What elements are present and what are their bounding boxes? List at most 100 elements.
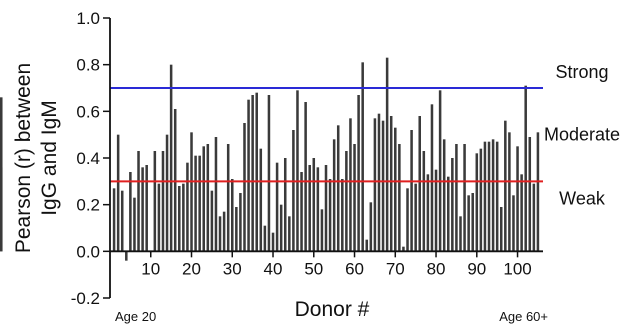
bar xyxy=(222,211,226,252)
bar xyxy=(271,232,275,252)
bar xyxy=(133,197,136,252)
bar xyxy=(398,144,401,252)
y-axis-label: Pearson (r) between IgG and IgM xyxy=(12,63,61,253)
bar xyxy=(283,158,287,252)
bar xyxy=(459,216,462,252)
bar xyxy=(357,95,360,252)
bar xyxy=(336,125,340,252)
bar xyxy=(451,158,454,252)
bar xyxy=(173,109,177,252)
bar xyxy=(137,151,140,252)
bar xyxy=(255,92,258,252)
bar xyxy=(263,225,267,252)
bar xyxy=(235,207,238,252)
bar xyxy=(349,118,352,252)
bar xyxy=(394,127,397,252)
bar xyxy=(279,204,283,252)
bar xyxy=(491,139,495,252)
bar xyxy=(288,216,291,252)
bar xyxy=(341,179,344,252)
y-axis-ticks: 1.0 0.8 0.6 0.4 0.2 0.0 -0.2 xyxy=(71,9,110,308)
bar xyxy=(320,209,324,252)
bar xyxy=(190,132,193,252)
y-tick-label: 0.0 xyxy=(76,242,100,261)
bar xyxy=(442,139,446,252)
x-tick-label: 90 xyxy=(467,259,486,278)
bar xyxy=(214,137,218,252)
bar xyxy=(369,202,373,252)
bar xyxy=(300,172,303,252)
bar xyxy=(292,130,295,252)
x-tick-label: 60 xyxy=(345,259,364,278)
bar xyxy=(495,141,499,252)
reference-lines: Strong Weak xyxy=(110,62,609,208)
bar xyxy=(434,169,438,252)
bar xyxy=(120,190,124,252)
bar xyxy=(218,216,222,252)
bar xyxy=(426,174,430,252)
x-tick-label: 100 xyxy=(503,259,531,278)
y-tick-label: 0.6 xyxy=(76,102,100,121)
bar xyxy=(275,162,279,252)
bar xyxy=(504,120,507,252)
y-tick-label: -0.2 xyxy=(71,289,100,308)
bar xyxy=(487,141,491,252)
bar xyxy=(206,144,210,252)
bar-series xyxy=(0,57,540,261)
bar xyxy=(475,153,479,252)
bar xyxy=(178,186,181,252)
bar xyxy=(328,179,332,252)
y-tick-label: 0.4 xyxy=(76,149,100,168)
bar xyxy=(467,195,470,252)
x-axis-label: Donor # xyxy=(295,298,370,321)
bar xyxy=(422,151,426,252)
y-tick-label: 0.2 xyxy=(76,196,100,215)
weak-threshold-label: Weak xyxy=(559,188,606,208)
bar xyxy=(308,165,311,252)
bar xyxy=(508,132,511,252)
bar xyxy=(455,144,458,252)
x-tick-label: 20 xyxy=(182,259,201,278)
bar xyxy=(157,183,161,252)
x-tick-label: 10 xyxy=(141,259,160,278)
bar xyxy=(0,97,3,252)
bar xyxy=(186,162,189,252)
y-axis-label-line1: Pearson (r) between xyxy=(12,63,35,253)
bar xyxy=(247,99,250,252)
bar xyxy=(182,183,185,252)
bar xyxy=(239,193,242,252)
bar xyxy=(198,155,201,252)
bar xyxy=(418,116,421,252)
bar xyxy=(312,158,316,252)
bar xyxy=(471,193,474,252)
bar xyxy=(520,174,523,252)
x-tick-label: 80 xyxy=(427,259,446,278)
strong-threshold-label: Strong xyxy=(555,62,608,82)
bar xyxy=(345,151,348,252)
bar xyxy=(430,104,434,252)
bar xyxy=(141,167,144,252)
bar xyxy=(385,57,389,252)
bar xyxy=(536,132,540,252)
bar xyxy=(332,139,336,252)
y-tick-label: 1.0 xyxy=(76,9,100,28)
bar xyxy=(194,155,197,252)
bar xyxy=(365,239,369,252)
bar xyxy=(267,95,271,252)
x-left-annotation: Age 20 xyxy=(115,309,156,324)
bar xyxy=(231,179,234,252)
x-tick-label: 50 xyxy=(304,259,323,278)
bar xyxy=(324,165,328,252)
bar xyxy=(479,148,483,252)
bar xyxy=(516,146,519,252)
bar xyxy=(153,151,157,252)
bar xyxy=(438,90,442,252)
bar xyxy=(125,251,128,261)
bar xyxy=(226,144,230,252)
bar xyxy=(524,85,527,252)
bar xyxy=(116,134,120,252)
bar xyxy=(165,134,169,252)
bar xyxy=(361,62,364,252)
bar xyxy=(243,123,246,252)
